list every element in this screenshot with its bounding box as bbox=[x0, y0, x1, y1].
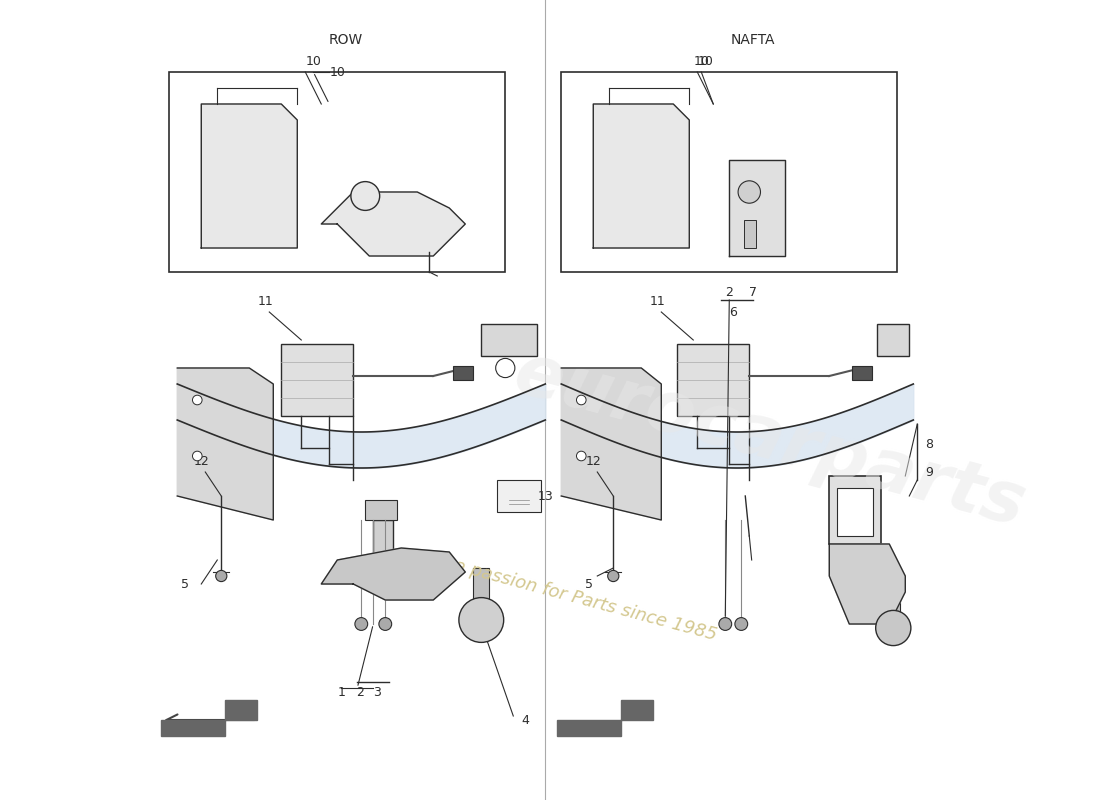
Circle shape bbox=[735, 618, 748, 630]
Circle shape bbox=[876, 610, 911, 646]
Bar bbox=[473, 568, 490, 600]
Bar bbox=[169, 72, 505, 272]
Bar bbox=[837, 488, 873, 536]
Bar bbox=[744, 220, 756, 248]
Text: 9: 9 bbox=[925, 466, 933, 478]
Bar bbox=[482, 324, 537, 356]
Text: 7: 7 bbox=[749, 286, 757, 298]
Text: 11: 11 bbox=[257, 295, 273, 308]
Polygon shape bbox=[201, 104, 297, 248]
Bar bbox=[561, 72, 898, 272]
Circle shape bbox=[355, 618, 367, 630]
Text: eurocarparts: eurocarparts bbox=[506, 338, 1033, 542]
Circle shape bbox=[576, 395, 586, 405]
Circle shape bbox=[378, 618, 392, 630]
Polygon shape bbox=[829, 544, 905, 624]
Circle shape bbox=[192, 395, 202, 405]
Bar bbox=[678, 344, 749, 416]
Text: 10: 10 bbox=[697, 55, 713, 68]
Text: 10: 10 bbox=[306, 55, 321, 68]
Text: ROW: ROW bbox=[328, 33, 362, 47]
Text: 12: 12 bbox=[585, 455, 602, 468]
Bar bbox=[365, 500, 397, 520]
Circle shape bbox=[738, 181, 760, 203]
Circle shape bbox=[496, 358, 515, 378]
Text: a passion for Parts since 1985: a passion for Parts since 1985 bbox=[452, 556, 718, 644]
Circle shape bbox=[351, 182, 380, 210]
Bar bbox=[851, 366, 871, 380]
Bar bbox=[373, 520, 394, 568]
Circle shape bbox=[459, 598, 504, 642]
Polygon shape bbox=[321, 548, 465, 600]
Text: 3: 3 bbox=[373, 686, 382, 698]
Circle shape bbox=[607, 570, 619, 582]
Circle shape bbox=[576, 451, 586, 461]
Bar bbox=[829, 476, 881, 544]
Bar bbox=[878, 324, 910, 356]
Text: 8: 8 bbox=[925, 438, 933, 450]
Polygon shape bbox=[162, 700, 257, 736]
Polygon shape bbox=[593, 104, 690, 248]
Text: 10: 10 bbox=[693, 55, 710, 68]
Text: 6: 6 bbox=[729, 306, 737, 318]
Text: 4: 4 bbox=[521, 714, 529, 726]
Text: 5: 5 bbox=[182, 578, 189, 590]
Text: 12: 12 bbox=[194, 455, 209, 468]
Text: 2: 2 bbox=[725, 286, 734, 298]
Circle shape bbox=[192, 451, 202, 461]
Polygon shape bbox=[558, 700, 653, 736]
Text: 13: 13 bbox=[537, 490, 553, 502]
Circle shape bbox=[216, 570, 227, 582]
Text: NAFTA: NAFTA bbox=[732, 33, 775, 47]
Bar bbox=[497, 480, 541, 512]
Text: 11: 11 bbox=[649, 295, 666, 308]
Polygon shape bbox=[729, 160, 785, 256]
Text: 1: 1 bbox=[338, 686, 345, 698]
Circle shape bbox=[719, 618, 732, 630]
Polygon shape bbox=[177, 368, 273, 520]
Text: 10: 10 bbox=[329, 66, 345, 78]
Polygon shape bbox=[321, 192, 465, 256]
Text: 5: 5 bbox=[585, 578, 593, 590]
Bar bbox=[887, 588, 900, 612]
Bar bbox=[282, 344, 353, 416]
Polygon shape bbox=[561, 368, 661, 520]
Text: 2: 2 bbox=[355, 686, 364, 698]
Bar bbox=[453, 366, 473, 380]
